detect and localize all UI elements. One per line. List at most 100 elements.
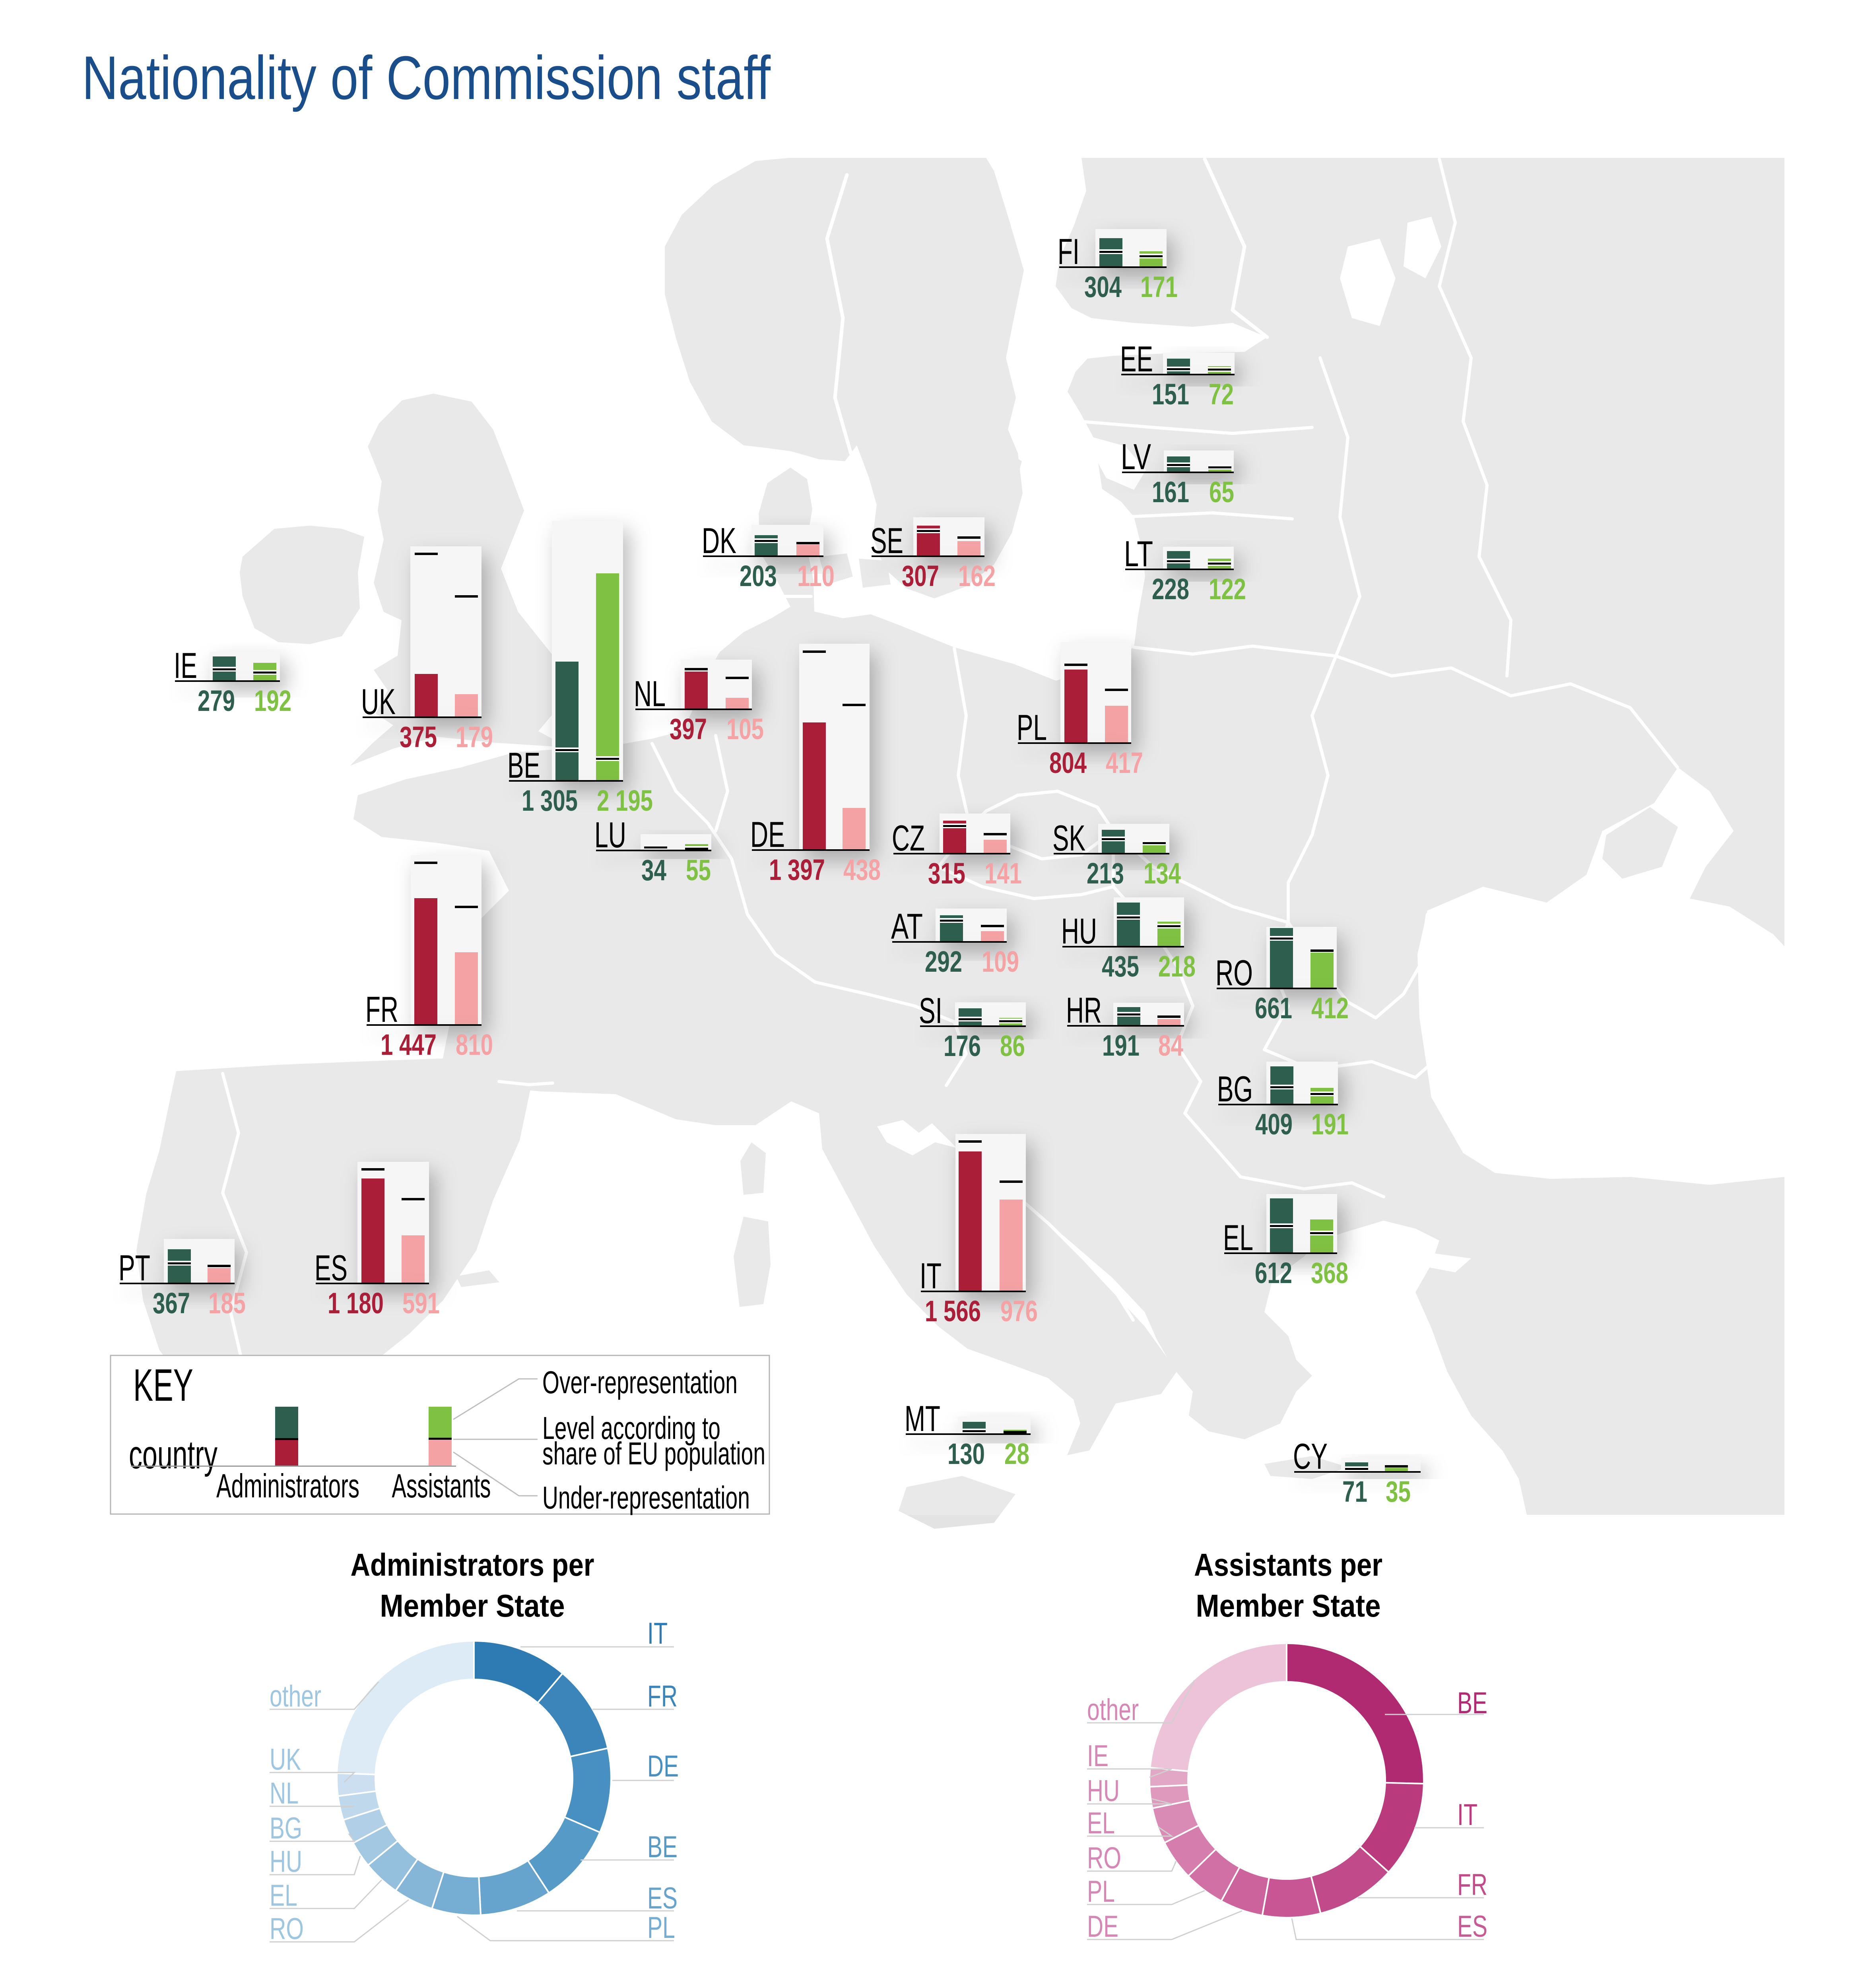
svg-text:Member State: Member State bbox=[1196, 1588, 1381, 1623]
svg-text:DE: DE bbox=[1087, 1910, 1118, 1943]
svg-text:IT: IT bbox=[920, 1256, 942, 1296]
svg-text:FR: FR bbox=[647, 1679, 678, 1713]
svg-text:EE: EE bbox=[1120, 339, 1153, 379]
svg-text:28: 28 bbox=[1004, 1437, 1029, 1470]
svg-text:PL: PL bbox=[647, 1911, 675, 1945]
svg-text:279: 279 bbox=[198, 684, 235, 717]
svg-text:RO: RO bbox=[270, 1912, 304, 1946]
svg-text:other: other bbox=[270, 1679, 321, 1713]
svg-text:804: 804 bbox=[1049, 746, 1087, 779]
svg-text:EL: EL bbox=[270, 1879, 297, 1912]
svg-text:EL: EL bbox=[1087, 1806, 1115, 1840]
svg-text:SE: SE bbox=[870, 521, 903, 561]
svg-text:228: 228 bbox=[1152, 573, 1189, 606]
svg-text:SI: SI bbox=[919, 991, 942, 1031]
svg-text:BG: BG bbox=[270, 1811, 302, 1845]
svg-text:NL: NL bbox=[634, 674, 666, 714]
svg-text:35: 35 bbox=[1386, 1475, 1411, 1508]
svg-text:LT: LT bbox=[1124, 534, 1153, 574]
svg-text:213: 213 bbox=[1087, 857, 1124, 890]
svg-text:1 566: 1 566 bbox=[925, 1295, 981, 1328]
svg-text:55: 55 bbox=[686, 854, 711, 887]
svg-text:LV: LV bbox=[1121, 437, 1151, 477]
svg-text:397: 397 bbox=[670, 712, 707, 746]
svg-text:72: 72 bbox=[1209, 378, 1234, 411]
svg-text:MT: MT bbox=[905, 1399, 940, 1439]
svg-text:HR: HR bbox=[1066, 990, 1102, 1031]
svg-text:810: 810 bbox=[456, 1028, 493, 1061]
svg-text:HU: HU bbox=[270, 1845, 302, 1879]
svg-text:DK: DK bbox=[702, 521, 736, 561]
svg-text:203: 203 bbox=[740, 559, 777, 592]
svg-text:PT: PT bbox=[118, 1248, 150, 1288]
svg-text:UK: UK bbox=[270, 1743, 301, 1776]
svg-text:409: 409 bbox=[1255, 1108, 1293, 1141]
svg-text:417: 417 bbox=[1106, 746, 1143, 779]
svg-text:LU: LU bbox=[594, 815, 626, 855]
svg-text:1 180: 1 180 bbox=[328, 1287, 384, 1320]
svg-text:SK: SK bbox=[1052, 818, 1085, 858]
svg-text:412: 412 bbox=[1311, 992, 1349, 1025]
svg-text:share of EU population: share of EU population bbox=[542, 1436, 765, 1471]
svg-text:162: 162 bbox=[958, 559, 996, 592]
svg-text:Assistants: Assistants bbox=[392, 1467, 491, 1505]
svg-text:EL: EL bbox=[1223, 1218, 1253, 1258]
svg-text:FR: FR bbox=[365, 990, 398, 1030]
svg-text:191: 191 bbox=[1102, 1029, 1140, 1062]
svg-text:CY: CY bbox=[1293, 1437, 1328, 1477]
svg-text:122: 122 bbox=[1209, 573, 1246, 606]
svg-text:FI: FI bbox=[1058, 232, 1079, 272]
svg-text:315: 315 bbox=[928, 857, 965, 890]
svg-text:307: 307 bbox=[902, 559, 939, 592]
svg-text:65: 65 bbox=[1209, 476, 1234, 509]
svg-text:661: 661 bbox=[1255, 992, 1292, 1025]
svg-text:Member State: Member State bbox=[380, 1588, 565, 1623]
svg-text:171: 171 bbox=[1140, 270, 1178, 303]
svg-text:368: 368 bbox=[1311, 1256, 1348, 1289]
svg-text:UK: UK bbox=[361, 682, 396, 722]
svg-text:Assistants per: Assistants per bbox=[1194, 1547, 1382, 1582]
svg-text:DE: DE bbox=[647, 1749, 679, 1783]
svg-text:367: 367 bbox=[153, 1287, 190, 1320]
svg-text:304: 304 bbox=[1084, 270, 1122, 303]
svg-text:191: 191 bbox=[1311, 1108, 1349, 1141]
svg-text:IE: IE bbox=[1087, 1739, 1109, 1773]
svg-text:RO: RO bbox=[1087, 1841, 1121, 1875]
svg-text:176: 176 bbox=[944, 1029, 981, 1062]
svg-text:NL: NL bbox=[270, 1776, 299, 1810]
svg-text:591: 591 bbox=[402, 1287, 440, 1320]
svg-text:612: 612 bbox=[1255, 1256, 1292, 1289]
svg-text:RO: RO bbox=[1215, 953, 1253, 993]
svg-text:435: 435 bbox=[1102, 950, 1139, 983]
svg-text:Over-representation: Over-representation bbox=[542, 1365, 738, 1400]
svg-text:HU: HU bbox=[1087, 1774, 1120, 1808]
svg-text:179: 179 bbox=[456, 720, 493, 753]
svg-text:34: 34 bbox=[641, 854, 666, 887]
svg-text:110: 110 bbox=[797, 559, 835, 592]
svg-text:218: 218 bbox=[1158, 950, 1196, 983]
svg-text:ES: ES bbox=[315, 1248, 348, 1288]
svg-text:country: country bbox=[129, 1433, 217, 1477]
svg-text:BG: BG bbox=[1217, 1069, 1253, 1109]
svg-text:ES: ES bbox=[1457, 1910, 1487, 1943]
svg-text:71: 71 bbox=[1342, 1475, 1367, 1508]
svg-text:HU: HU bbox=[1061, 911, 1097, 951]
svg-text:FR: FR bbox=[1457, 1868, 1487, 1902]
svg-text:976: 976 bbox=[1000, 1295, 1038, 1328]
svg-text:DE: DE bbox=[750, 815, 785, 855]
svg-text:Under-representation: Under-representation bbox=[542, 1480, 750, 1515]
svg-text:BE: BE bbox=[507, 746, 540, 786]
svg-text:84: 84 bbox=[1158, 1029, 1183, 1062]
svg-text:IT: IT bbox=[647, 1617, 668, 1650]
svg-text:IT: IT bbox=[1457, 1798, 1477, 1832]
svg-text:134: 134 bbox=[1144, 857, 1181, 890]
svg-text:151: 151 bbox=[1152, 378, 1189, 411]
svg-text:185: 185 bbox=[208, 1287, 246, 1320]
svg-text:438: 438 bbox=[843, 853, 881, 886]
svg-text:CZ: CZ bbox=[892, 818, 925, 858]
svg-text:375: 375 bbox=[400, 720, 437, 753]
svg-text:192: 192 bbox=[254, 684, 291, 717]
svg-text:Administrators: Administrators bbox=[216, 1467, 359, 1505]
svg-text:PL: PL bbox=[1087, 1875, 1115, 1908]
svg-text:Level according to: Level according to bbox=[542, 1410, 720, 1446]
